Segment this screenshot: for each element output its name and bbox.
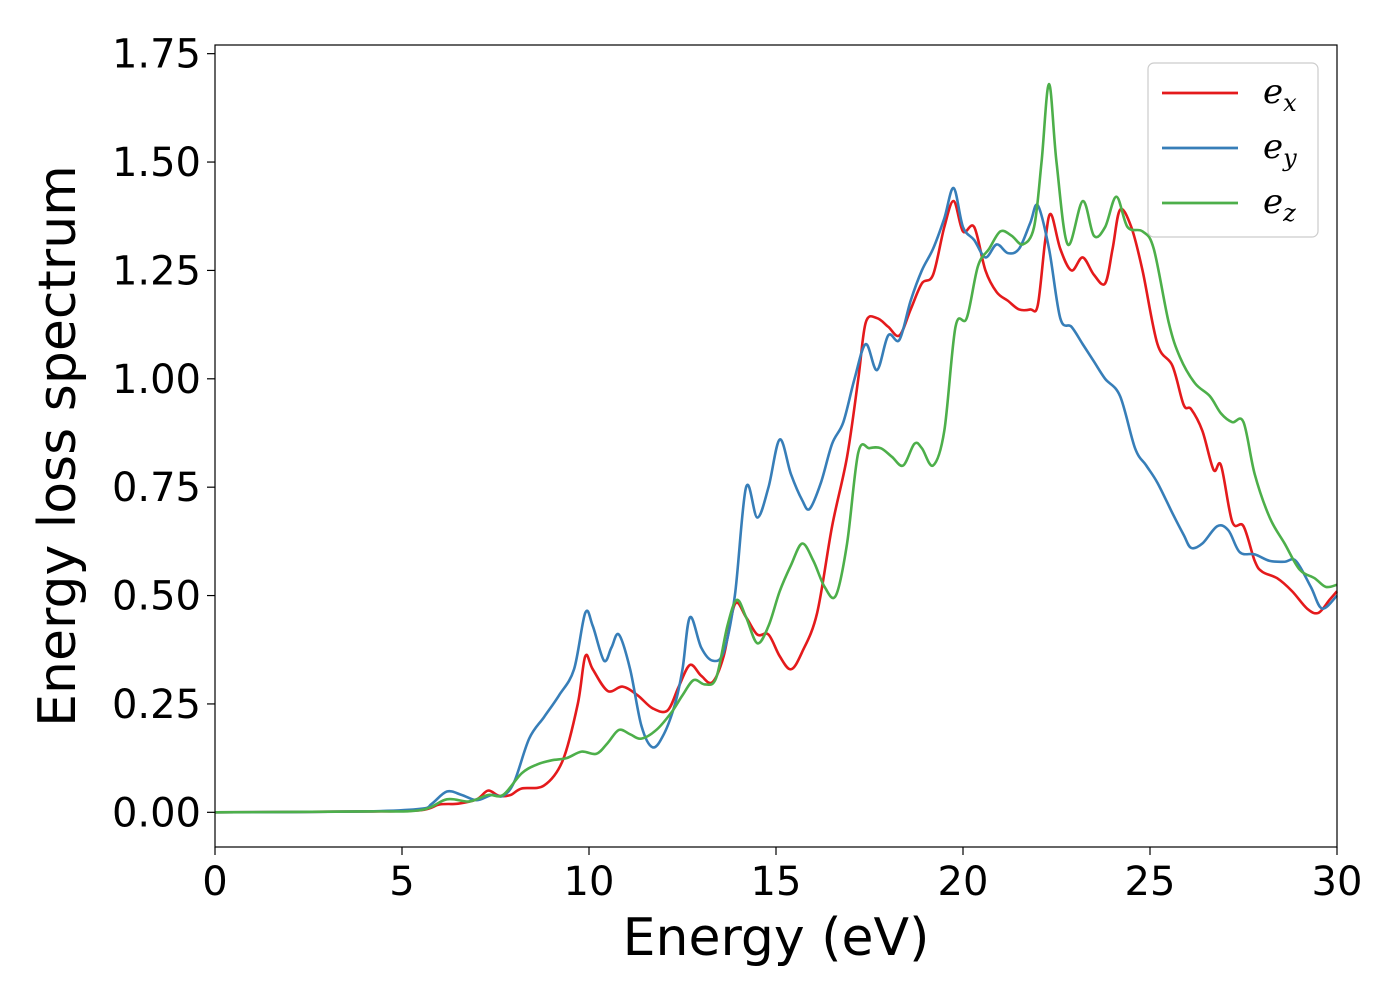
x-tick-label: 25 [1125, 859, 1176, 905]
x-axis-title: Energy (eV) [623, 908, 930, 968]
y-tick-label: 1.00 [112, 357, 201, 403]
series-line-y [214, 186, 1338, 814]
legend-box [1147, 62, 1319, 238]
series-layer [214, 82, 1338, 814]
y-tick-label: 0.25 [112, 682, 201, 728]
legend-label-y: ey [1263, 127, 1297, 172]
y-tick-label: 1.75 [112, 32, 201, 78]
legend-label-z: ez [1263, 182, 1296, 227]
y-tick-label: 0.75 [112, 465, 201, 511]
y-tick-label: 1.25 [112, 248, 201, 294]
x-tick-label: 30 [1312, 859, 1363, 905]
y-tick-label: 0.50 [112, 574, 201, 620]
y-tick-label: 0.00 [112, 790, 201, 836]
x-tick-label: 10 [564, 859, 615, 905]
x-tick-label: 15 [751, 859, 802, 905]
x-axis: 0 5 10 15 20 25 30 [202, 847, 1362, 905]
y-tick-label: 1.50 [112, 140, 201, 186]
x-tick-label: 20 [938, 859, 989, 905]
series-line-z [214, 82, 1338, 814]
x-tick-label: 0 [202, 859, 227, 905]
y-axis: 0.00 0.25 0.50 0.75 1.00 1.25 1.50 1.75 [112, 32, 215, 836]
y-axis-title: Energy loss spectrum [28, 165, 88, 727]
legend: ex ey ez [1147, 62, 1319, 238]
legend-label-x: ex [1263, 72, 1297, 117]
x-tick-label: 5 [389, 859, 414, 905]
